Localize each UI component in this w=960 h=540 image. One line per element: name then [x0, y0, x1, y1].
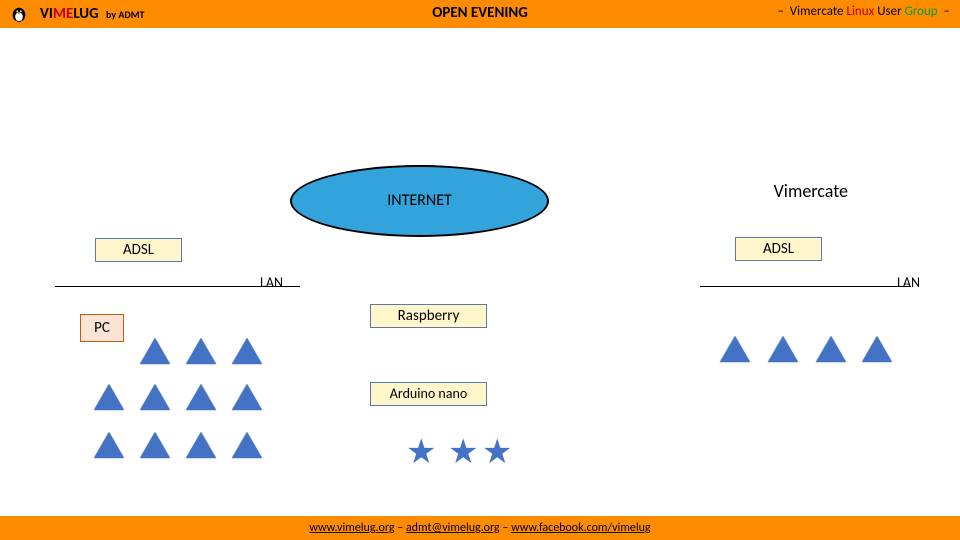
triangle-icon	[186, 338, 216, 364]
star-icon: ★	[406, 432, 436, 473]
footer-bar: www.vimelug.org – admt@vimelug.org – www…	[0, 516, 960, 540]
lan-left-label: LAN	[260, 274, 283, 291]
triangle-icon	[140, 384, 170, 410]
adsl-left-box: ADSL	[95, 238, 182, 262]
arduino-box: Arduino nano	[370, 382, 487, 406]
penguin-icon	[10, 5, 28, 23]
brand: VIMELUG by ADMT	[40, 5, 144, 23]
triangle-icon	[862, 336, 892, 362]
triangle-icon	[232, 338, 262, 364]
brand-me: ME	[53, 5, 73, 23]
tagline: – Vimercate Linux User Group –	[777, 4, 950, 19]
adsl-right-box: ADSL	[735, 237, 822, 261]
lan-right-label: LAN	[897, 274, 920, 291]
triangle-icon	[140, 432, 170, 458]
raspberry-box: Raspberry	[370, 304, 487, 328]
internet-cloud: INTERNET	[290, 165, 549, 237]
triangle-icon	[232, 432, 262, 458]
triangle-icon	[94, 432, 124, 458]
footer-link-fb[interactable]: www.facebook.com/vimelug	[511, 521, 650, 535]
lan-right-line	[700, 286, 910, 287]
triangle-icon	[94, 384, 124, 410]
brand-lug: LUG	[73, 5, 98, 23]
triangle-icon	[768, 336, 798, 362]
triangle-icon	[186, 384, 216, 410]
triangle-icon	[720, 336, 750, 362]
triangle-icon	[186, 432, 216, 458]
brand-byline: by ADMT	[106, 8, 144, 21]
pc-box: PC	[80, 314, 124, 342]
star-icon: ★	[448, 432, 478, 473]
city-right-label: Vimercate	[774, 180, 848, 202]
star-icon: ★	[482, 432, 512, 473]
header-bar: VIMELUG by ADMT OPEN EVENING – Vimercate…	[0, 0, 960, 28]
footer-link-site[interactable]: www.vimelug.org	[309, 521, 394, 535]
triangle-icon	[140, 338, 170, 364]
triangle-icon	[816, 336, 846, 362]
footer-link-mail[interactable]: admt@vimelug.org	[406, 521, 500, 535]
triangle-icon	[232, 384, 262, 410]
brand-vi: VI	[40, 5, 53, 23]
